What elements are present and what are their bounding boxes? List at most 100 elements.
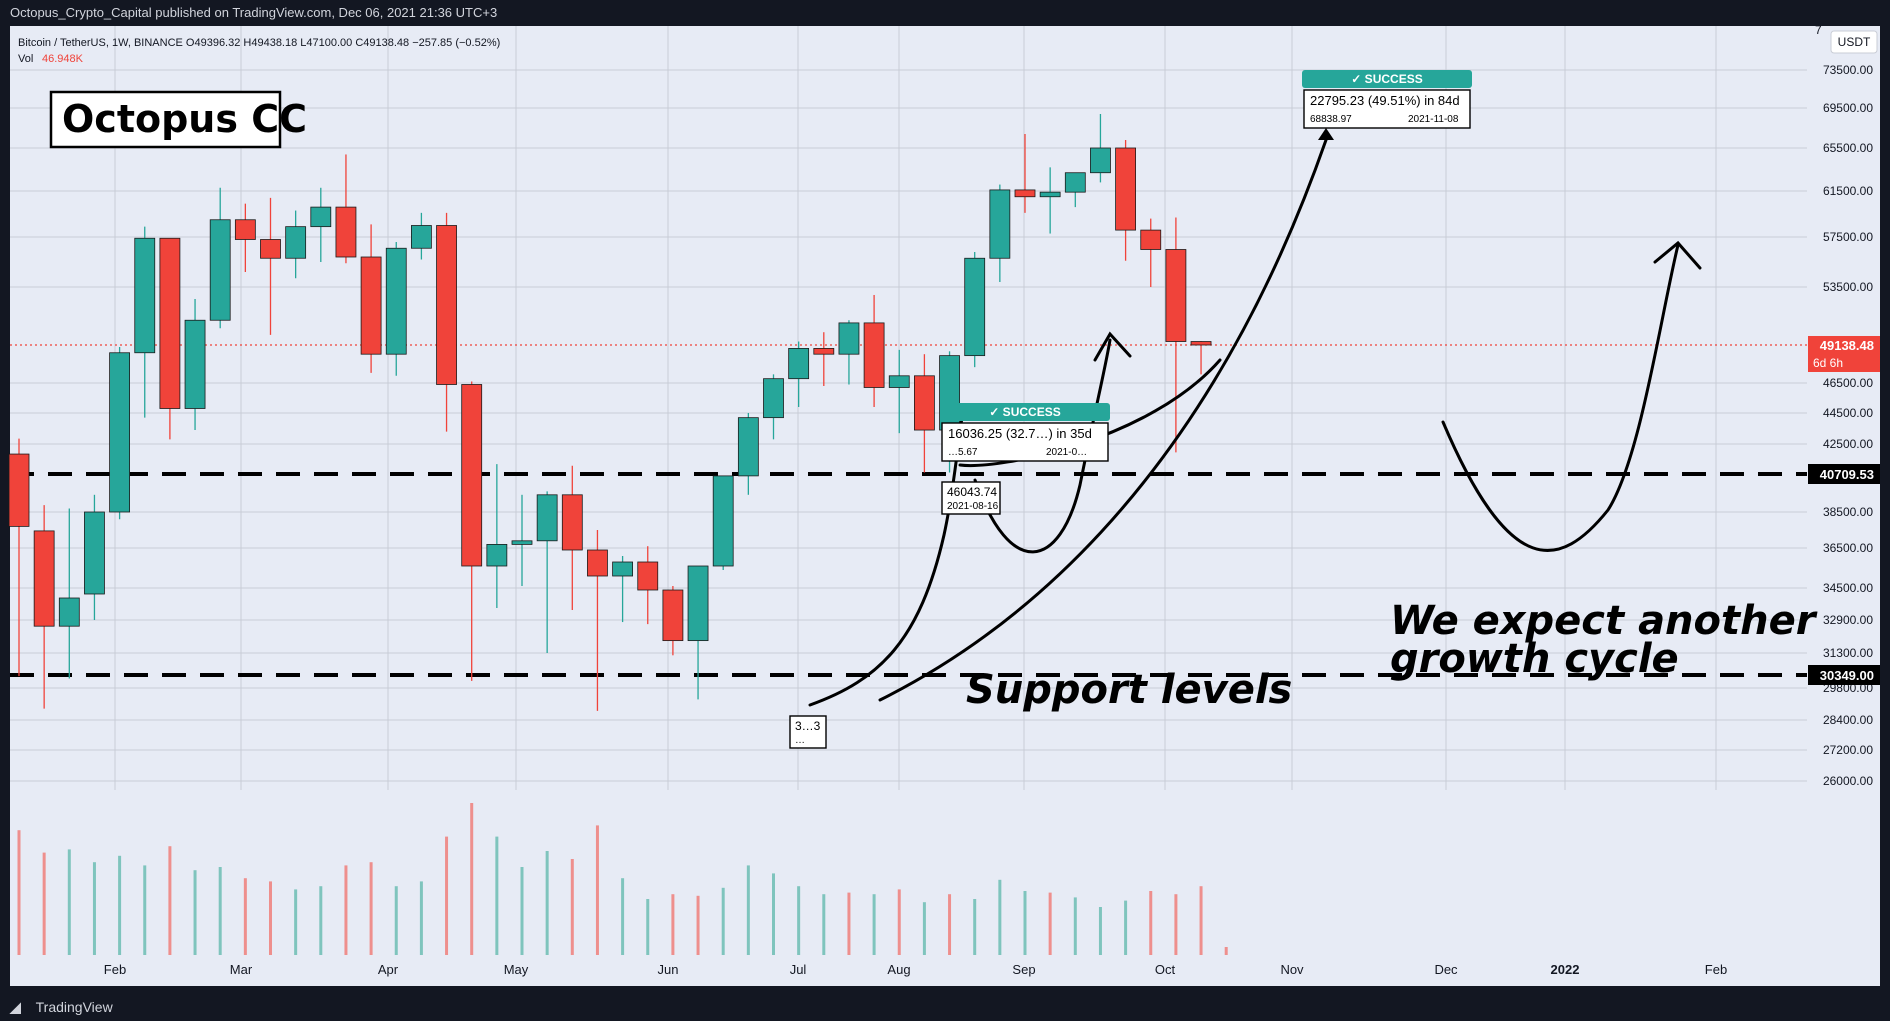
candle-body[interactable] xyxy=(612,561,633,577)
candle-body[interactable] xyxy=(159,237,181,409)
entry-info-text: 3…3 xyxy=(795,719,821,733)
legend-symbol: Bitcoin / TetherUS, 1W, BINANCE O49396.3… xyxy=(18,37,500,49)
volume-bar xyxy=(973,899,977,955)
candle-body[interactable] xyxy=(8,453,30,527)
currency-badge[interactable] xyxy=(1830,30,1878,54)
candle-body[interactable] xyxy=(109,352,130,513)
candle-body[interactable] xyxy=(1090,147,1111,174)
entry-info-box xyxy=(789,715,827,749)
candle-body[interactable] xyxy=(461,384,483,567)
volume-bar xyxy=(621,878,625,955)
candle-body[interactable] xyxy=(813,348,835,355)
success-badge xyxy=(940,403,1110,421)
candle-body[interactable] xyxy=(712,475,734,567)
volume-bar xyxy=(998,879,1002,955)
candle-body[interactable] xyxy=(511,540,533,545)
x-tick-label: Mar xyxy=(230,962,253,977)
candle-body[interactable] xyxy=(1039,191,1061,198)
candle-body[interactable] xyxy=(310,206,332,228)
volume-bar xyxy=(42,852,46,955)
candle-body[interactable] xyxy=(763,378,784,419)
y-tick-label: 46500.00 xyxy=(1823,376,1873,390)
x-tick-label: Apr xyxy=(378,962,399,977)
candle-body[interactable] xyxy=(209,219,231,321)
candle-body[interactable] xyxy=(260,239,281,259)
candle-body[interactable] xyxy=(561,494,583,551)
arrow-head-icon xyxy=(1318,128,1334,140)
candle-body[interactable] xyxy=(989,189,1011,259)
volume-bar xyxy=(595,825,599,955)
y-tick-label: 38500.00 xyxy=(1823,505,1873,519)
logo-text: Octopus CC xyxy=(62,97,307,141)
volume-bar xyxy=(1073,897,1077,955)
candle-body[interactable] xyxy=(360,256,382,355)
candle-body[interactable] xyxy=(385,247,407,355)
candle-body[interactable] xyxy=(914,375,935,431)
volume-bar xyxy=(772,873,775,955)
candle-body[interactable] xyxy=(737,417,759,477)
volume-bar xyxy=(1199,886,1203,955)
growth-annotation-line2: growth cycle xyxy=(1390,636,1679,682)
candle-body[interactable] xyxy=(788,348,810,380)
candle-body[interactable] xyxy=(1064,172,1086,193)
volume-bar xyxy=(118,855,122,955)
candle-body[interactable] xyxy=(84,511,105,595)
volume-bar xyxy=(922,902,926,955)
y-tick-label: 31300.00 xyxy=(1823,646,1873,660)
logo-box xyxy=(49,90,282,149)
candle-body[interactable] xyxy=(134,237,156,354)
x-tick-label: Nov xyxy=(1280,962,1304,977)
candle-body[interactable] xyxy=(587,549,608,577)
volume-bar xyxy=(143,865,147,955)
candle-body[interactable] xyxy=(888,375,910,388)
volume-bar xyxy=(520,867,524,955)
candle-body[interactable] xyxy=(662,589,684,642)
candle-body[interactable] xyxy=(285,226,307,259)
volume-bar xyxy=(646,899,650,955)
candle-body[interactable] xyxy=(33,530,55,627)
candle-body[interactable] xyxy=(1115,147,1136,231)
candle-body[interactable] xyxy=(58,597,80,627)
candle-body[interactable] xyxy=(838,322,860,355)
support-price-label: 40709.53 xyxy=(1820,467,1874,482)
volume-bar xyxy=(294,889,298,955)
candle-body[interactable] xyxy=(637,561,659,591)
growth-annotation-line1: We expect another xyxy=(1390,598,1818,644)
volume-bar xyxy=(243,878,247,955)
volume-bar xyxy=(696,895,700,955)
candle-body[interactable] xyxy=(486,544,508,567)
candle-body[interactable] xyxy=(1140,229,1162,250)
candle-body[interactable] xyxy=(687,565,709,642)
candle-body[interactable] xyxy=(1165,249,1187,342)
volume-bar xyxy=(1048,892,1052,955)
success-info-box xyxy=(1303,89,1471,129)
candle-body[interactable] xyxy=(964,257,986,357)
y-tick-label: 27200.00 xyxy=(1823,743,1873,757)
volume-bar xyxy=(67,849,71,955)
candle-body[interactable] xyxy=(1190,341,1212,346)
candle-body[interactable] xyxy=(184,319,206,409)
y-tick-label: 28400.00 xyxy=(1823,713,1873,727)
volume-bar xyxy=(470,803,474,955)
x-tick-label: Jul xyxy=(790,962,807,977)
volume-bar xyxy=(1098,907,1102,955)
candle-body[interactable] xyxy=(410,225,432,249)
volume-bar xyxy=(319,886,323,955)
y-tick-label: 65500.00 xyxy=(1823,141,1873,155)
entry-info-text: 46043.74 xyxy=(947,485,997,499)
projection-curve-path xyxy=(973,338,1112,554)
candle-body[interactable] xyxy=(1014,189,1036,198)
current-price-countdown: 6d 6h xyxy=(1813,356,1843,370)
volume-bar xyxy=(92,862,96,955)
candle-body[interactable] xyxy=(335,206,357,258)
candle-body[interactable] xyxy=(234,219,256,240)
tradingview-logo-icon: ◢ xyxy=(10,999,21,1015)
volume-bar xyxy=(822,894,826,955)
candle-body[interactable] xyxy=(436,225,457,385)
price-axis[interactable] xyxy=(1807,26,1880,986)
chart-panel[interactable] xyxy=(10,26,1807,986)
volume-bar xyxy=(545,851,549,955)
candle-body[interactable] xyxy=(536,494,558,542)
volume-bar xyxy=(897,889,901,955)
candle-body[interactable] xyxy=(863,322,885,388)
